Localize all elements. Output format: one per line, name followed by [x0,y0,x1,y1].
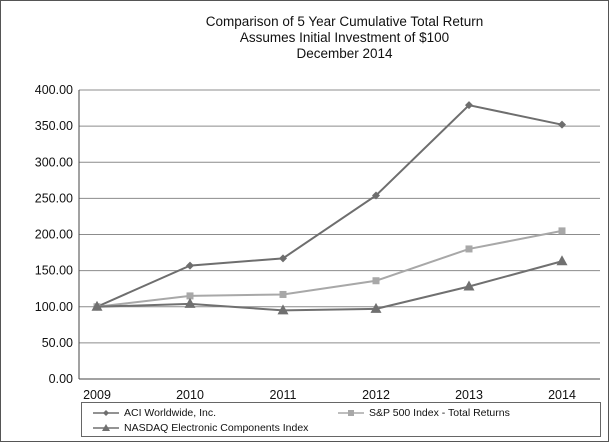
x-tick-label: 2009 [83,388,111,401]
data-point-square [465,245,473,253]
data-point-diamond [465,101,473,110]
data-point-diamond [372,191,380,200]
series-line [96,104,563,308]
legend-swatch-sp500 [338,410,364,416]
data-point-square [372,277,380,285]
data-point-diamond [279,254,287,263]
data-point-diamond [558,120,566,129]
legend-item-sp500: S&P 500 Index - Total Returns [337,407,510,419]
legend-swatch-nasdaq [93,424,119,431]
legend-swatch-aci [93,410,119,416]
y-tick-label: 300.00 [35,155,73,169]
data-point-triangle [463,280,475,291]
y-tick-label: 0.00 [49,372,73,386]
x-tick-label: 2014 [548,388,576,401]
y-tick-label: 250.00 [35,191,73,205]
data-point-triangle [277,304,289,315]
x-tick-label: 2010 [176,388,204,401]
data-point-triangle [184,297,196,308]
legend-label-aci: ACI Worldwide, Inc. [124,407,217,419]
chart-title-block: Comparison of 5 Year Cumulative Total Re… [1,14,608,62]
x-tick-label: 2012 [362,388,390,401]
legend-label-nasdaq: NASDAQ Electronic Components Index [124,422,309,434]
chart-subtitle-line-2: December 2014 [296,46,393,61]
chart-subtitle-line-1: Assumes Initial Investment of $100 [239,30,450,45]
chart-title: Comparison of 5 Year Cumulative Total Re… [205,14,484,29]
legend-item-aci: ACI Worldwide, Inc. [92,407,216,419]
series-line [96,260,563,312]
y-tick-label: 100.00 [35,300,73,314]
chart-legend: ACI Worldwide, Inc. S&P 500 Index - Tota… [81,402,601,437]
legend-item-nasdaq: NASDAQ Electronic Components Index [92,422,308,434]
y-tick-label: 150.00 [35,264,73,278]
data-point-triangle [370,302,382,313]
x-tick-label: 2013 [455,388,483,401]
data-point-triangle [91,300,103,311]
data-point-diamond [186,261,194,270]
data-point-square [186,292,194,300]
y-tick-label: 350.00 [35,119,73,133]
y-tick-label: 50.00 [42,336,73,350]
x-tick-label: 2011 [270,388,297,401]
series-line [96,229,563,308]
data-point-square [279,290,287,298]
y-tick-label: 200.00 [35,228,73,242]
line-chart: 0.00 50.00 100.00 150.00 200.00 250.00 300.00 3… [35,83,600,401]
data-point-square [558,227,566,235]
legend-label-sp500: S&P 500 Index - Total Returns [369,407,510,419]
data-point-triangle [556,255,568,266]
y-tick-label: 400.00 [35,83,73,97]
